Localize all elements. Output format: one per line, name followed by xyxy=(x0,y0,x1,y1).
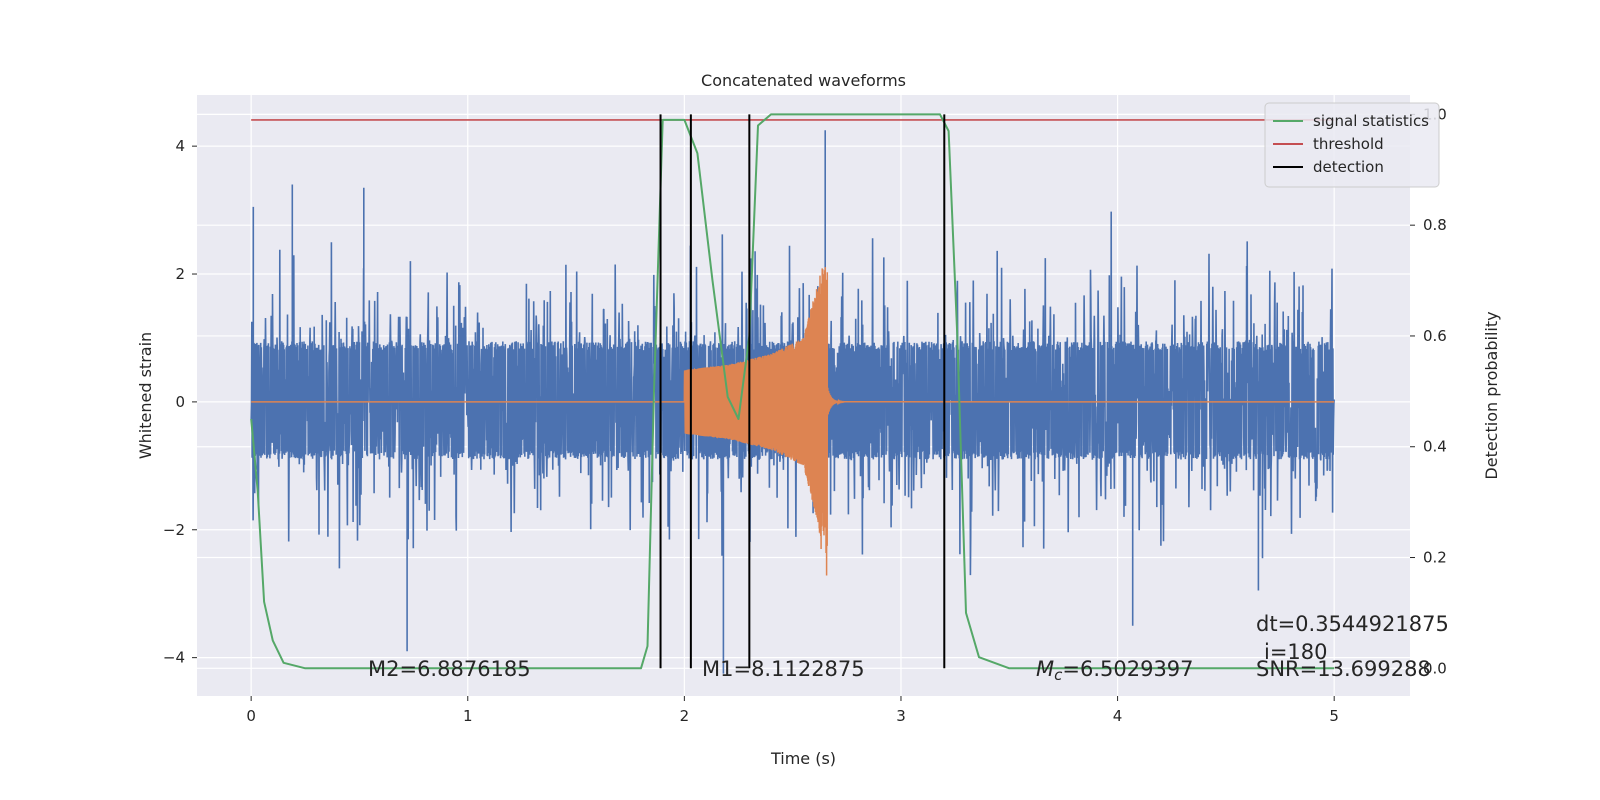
y-left-tick-label: 0 xyxy=(175,393,185,411)
y-left-tick-label: −2 xyxy=(163,521,185,539)
y-left-tick-label: 2 xyxy=(175,265,185,283)
y-axis-right-label: Detection probability xyxy=(1482,311,1501,479)
statistics-line xyxy=(250,113,1335,670)
annotation-m2: M2=6.8876185 xyxy=(368,657,531,681)
y-axis-left-label: Whitened strain xyxy=(136,332,155,459)
y-right-tick-label: 0.2 xyxy=(1423,549,1447,567)
y-right-tick-label: 0.0 xyxy=(1423,659,1447,677)
legend: signal statistics threshold detection xyxy=(1264,102,1440,188)
x-tick-label: 5 xyxy=(1329,707,1339,725)
annotations: M2=6.8876185 M1=8.1122875 Mc=6.5029397 dt=0… xyxy=(368,612,1449,684)
legend-label: threshold xyxy=(1313,135,1384,153)
waveform-series xyxy=(251,267,1335,576)
y-left-tick-label: 4 xyxy=(175,137,185,155)
x-tick-label: 1 xyxy=(463,707,473,725)
detection-lines xyxy=(659,114,946,669)
y-right-tick-label: 0.4 xyxy=(1423,438,1447,456)
y-left-tick-label: −4 xyxy=(163,649,185,667)
legend-label: detection xyxy=(1313,158,1384,176)
waveform-line xyxy=(251,267,1335,576)
annotation-snr: SNR=13.699288 xyxy=(1256,657,1431,681)
annotation-i: i=180 xyxy=(1264,640,1328,664)
x-tick-label: 2 xyxy=(680,707,690,725)
y-right-tick-label: 0.8 xyxy=(1423,216,1447,234)
chart-title: Concatenated waveforms xyxy=(701,71,906,90)
annotation-m1: M1=8.1122875 xyxy=(702,657,865,681)
x-axis-label: Time (s) xyxy=(770,749,836,768)
annotation-dt: dt=0.3544921875 xyxy=(1256,612,1449,636)
legend-label: signal statistics xyxy=(1313,112,1429,130)
x-tick-label: 0 xyxy=(246,707,256,725)
annotation-mc: Mc=6.5029397 xyxy=(1036,657,1194,684)
x-tick-label: 4 xyxy=(1113,707,1123,725)
y-right-tick-label: 0.6 xyxy=(1423,327,1447,345)
x-tick-label: 3 xyxy=(896,707,906,725)
legend-box xyxy=(1264,102,1440,188)
statistics-series xyxy=(250,113,1335,670)
